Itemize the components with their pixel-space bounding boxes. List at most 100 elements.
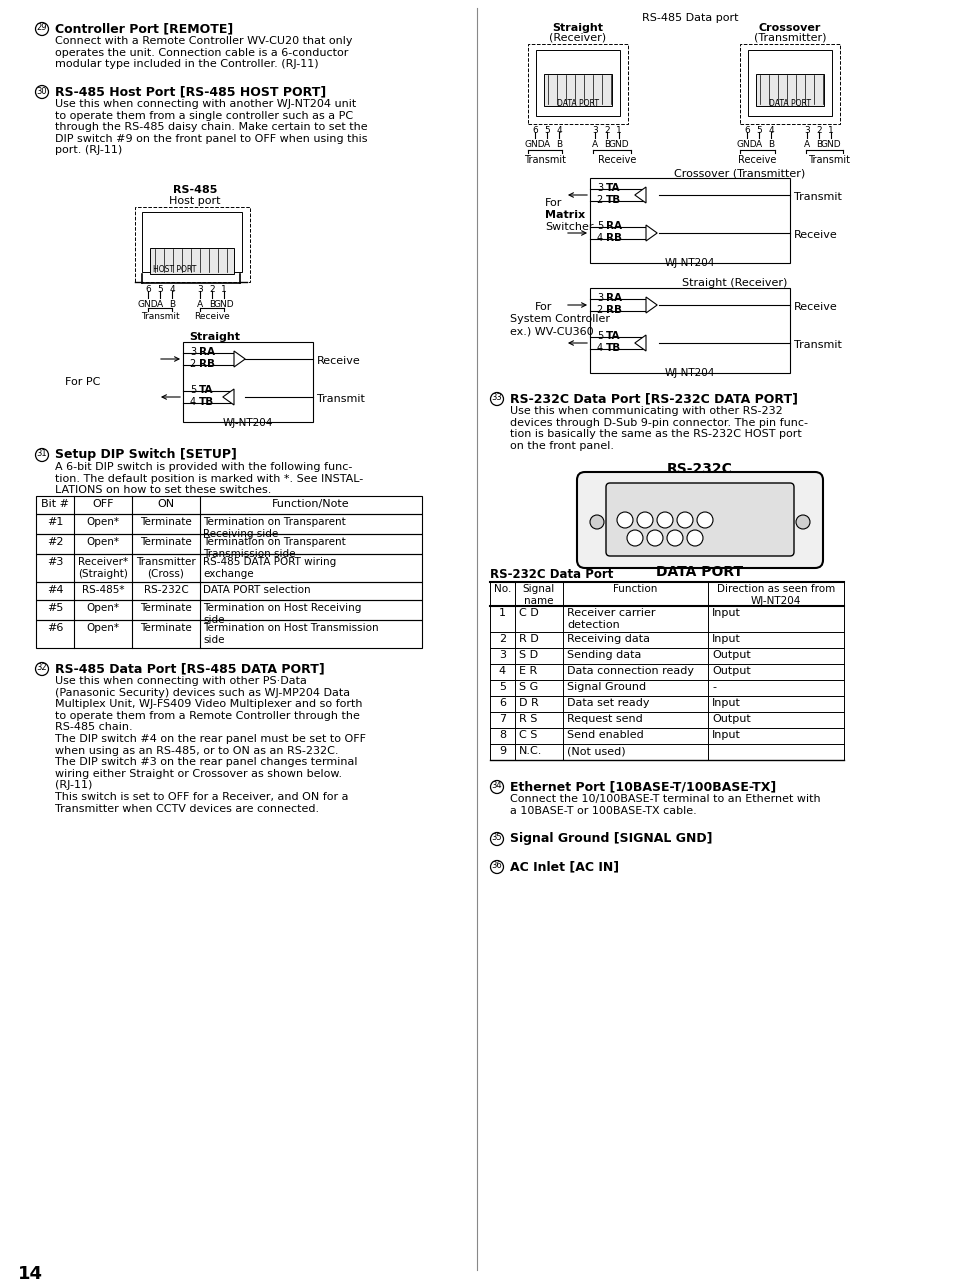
Text: WJ-NT204: WJ-NT204: [664, 368, 715, 378]
Text: 2: 2: [498, 634, 505, 644]
Text: Receive: Receive: [316, 356, 360, 366]
Text: RS-485 Host Port [RS-485 HOST PORT]: RS-485 Host Port [RS-485 HOST PORT]: [55, 85, 326, 99]
Text: #1: #1: [47, 518, 63, 526]
Circle shape: [589, 515, 603, 529]
Text: 29: 29: [37, 23, 48, 32]
Text: AC Inlet [AC IN]: AC Inlet [AC IN]: [510, 860, 618, 872]
Circle shape: [626, 530, 642, 546]
Bar: [183, 342, 313, 421]
Text: Connect the 10/100BASE-T terminal to an Ethernet with
a 10BASE-T or 100BASE-TX c: Connect the 10/100BASE-T terminal to an …: [510, 794, 820, 816]
Text: (Receiver): (Receiver): [549, 33, 606, 44]
Text: Terminate: Terminate: [140, 537, 192, 547]
Text: 4: 4: [169, 284, 174, 295]
Text: 2: 2: [190, 359, 195, 369]
Text: B: B: [815, 140, 821, 149]
Text: 8: 8: [672, 535, 678, 544]
Text: TA: TA: [199, 386, 213, 395]
Text: Input: Input: [711, 634, 740, 644]
Text: Termination on Host Transmission
side: Termination on Host Transmission side: [203, 623, 378, 644]
Text: TB: TB: [199, 397, 214, 407]
Text: 3: 3: [592, 126, 598, 135]
Text: Open*: Open*: [87, 537, 119, 547]
Text: 1: 1: [498, 608, 505, 617]
Text: #3: #3: [47, 557, 63, 567]
Text: Transmit: Transmit: [793, 192, 841, 202]
Text: R S: R S: [518, 714, 537, 724]
Text: RB: RB: [199, 359, 214, 369]
Text: 3: 3: [498, 649, 505, 660]
Text: Output: Output: [711, 666, 750, 676]
Text: No.: No.: [494, 584, 511, 594]
Text: Receive: Receive: [737, 155, 776, 165]
Text: Signal Ground: Signal Ground: [566, 681, 645, 692]
Text: A: A: [803, 140, 809, 149]
Text: Termination on Transparent
Transmission side: Termination on Transparent Transmission …: [203, 537, 345, 559]
Text: 3: 3: [190, 347, 195, 357]
Text: ON: ON: [157, 500, 174, 509]
Text: 7: 7: [652, 535, 658, 544]
Text: Output: Output: [711, 714, 750, 724]
Text: 4: 4: [597, 343, 602, 354]
Text: R D: R D: [518, 634, 538, 644]
Text: TA: TA: [605, 183, 619, 193]
Circle shape: [697, 512, 712, 528]
Text: 4: 4: [681, 518, 687, 526]
Text: OFF: OFF: [92, 500, 113, 509]
Text: 2: 2: [641, 518, 647, 526]
Text: Controller Port [REMOTE]: Controller Port [REMOTE]: [55, 22, 233, 35]
Text: TB: TB: [605, 343, 620, 354]
Bar: [36, 620, 421, 648]
Text: GND: GND: [137, 300, 158, 309]
Text: 4: 4: [190, 397, 195, 407]
Text: 3: 3: [597, 293, 602, 304]
Text: Receiving data: Receiving data: [566, 634, 649, 644]
Circle shape: [666, 530, 682, 546]
Bar: [150, 249, 233, 274]
Text: 33: 33: [491, 393, 502, 402]
Text: 9: 9: [691, 535, 698, 544]
Text: 1: 1: [616, 126, 621, 135]
Text: RB: RB: [605, 233, 621, 243]
Text: Straight: Straight: [190, 332, 240, 342]
Text: 1: 1: [827, 126, 833, 135]
Text: For PC: For PC: [65, 377, 100, 387]
Text: #4: #4: [47, 585, 63, 594]
Text: Receiver carrier
detection: Receiver carrier detection: [566, 608, 655, 629]
Text: #2: #2: [47, 537, 63, 547]
Text: 4: 4: [498, 666, 505, 676]
Bar: [755, 74, 823, 106]
Text: Transmit: Transmit: [316, 395, 364, 404]
Text: Signal Ground [SIGNAL GND]: Signal Ground [SIGNAL GND]: [510, 831, 712, 845]
Text: C D: C D: [518, 608, 538, 617]
Text: Transmit: Transmit: [807, 155, 849, 165]
Text: 2: 2: [209, 284, 214, 295]
Text: Receiver*
(Straight): Receiver* (Straight): [78, 557, 128, 579]
Polygon shape: [645, 297, 657, 313]
Circle shape: [617, 512, 633, 528]
Text: A: A: [591, 140, 598, 149]
Text: DATA PORT: DATA PORT: [768, 99, 810, 108]
Text: 5: 5: [756, 126, 761, 135]
Text: A: A: [543, 140, 550, 149]
Text: Output: Output: [711, 649, 750, 660]
Text: Function/Note: Function/Note: [272, 500, 350, 509]
Text: Transmit: Transmit: [793, 339, 841, 350]
Text: (Not used): (Not used): [566, 746, 625, 756]
Text: 2: 2: [603, 126, 609, 135]
Bar: [589, 178, 789, 263]
Text: Connect with a Remote Controller WV-CU20 that only
operates the unit. Connection: Connect with a Remote Controller WV-CU20…: [55, 36, 352, 69]
Text: B: B: [767, 140, 773, 149]
Bar: [747, 50, 831, 117]
Bar: [740, 44, 840, 124]
Text: Ethernet Port [10BASE-T/100BASE-TX]: Ethernet Port [10BASE-T/100BASE-TX]: [510, 780, 776, 793]
Text: 3: 3: [197, 284, 203, 295]
Text: B: B: [556, 140, 561, 149]
Text: Transmit: Transmit: [140, 313, 179, 322]
Text: RS-232C Data Port [RS-232C DATA PORT]: RS-232C Data Port [RS-232C DATA PORT]: [510, 392, 797, 405]
Text: Straight: Straight: [552, 23, 603, 33]
Bar: [490, 582, 843, 606]
Text: (Transmitter): (Transmitter): [753, 33, 825, 44]
Circle shape: [677, 512, 692, 528]
FancyBboxPatch shape: [577, 471, 822, 567]
Text: 3: 3: [661, 518, 667, 526]
